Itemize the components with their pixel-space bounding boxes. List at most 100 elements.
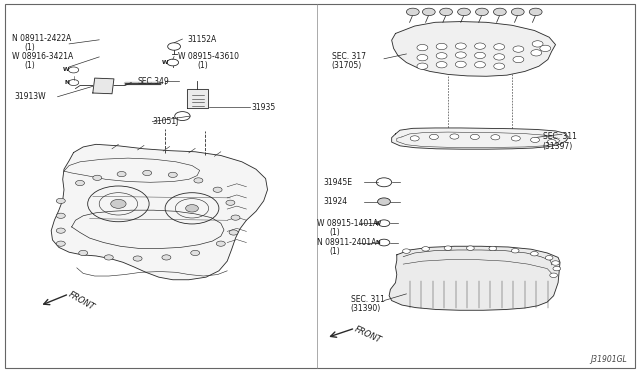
Circle shape [168,172,177,177]
Text: N 08911-2422A: N 08911-2422A [12,34,71,43]
Polygon shape [187,89,208,108]
Circle shape [104,255,113,260]
Circle shape [470,134,479,140]
Circle shape [540,45,550,52]
Text: 31913W: 31913W [14,92,45,101]
Circle shape [545,256,553,260]
Text: 31924: 31924 [323,197,348,206]
Circle shape [455,61,466,68]
Text: (31390): (31390) [351,304,381,313]
Circle shape [378,198,390,205]
Circle shape [455,43,466,49]
Circle shape [511,8,524,16]
Circle shape [493,8,506,16]
Text: 31152A: 31152A [188,35,217,44]
Text: (31705): (31705) [332,61,362,70]
Circle shape [531,137,540,142]
Circle shape [56,198,65,203]
Text: W: W [374,221,381,226]
Text: SEC. 311: SEC. 311 [543,132,577,141]
Text: N 08911-2401A: N 08911-2401A [317,238,376,247]
Circle shape [476,8,488,16]
Text: SEC.349: SEC.349 [138,77,170,86]
Circle shape [489,246,497,251]
Circle shape [133,256,142,261]
Text: 31051J: 31051J [152,117,179,126]
Text: FRONT: FRONT [67,289,97,312]
Circle shape [422,247,429,251]
Text: SEC. 311: SEC. 311 [351,295,385,304]
Polygon shape [392,128,568,149]
Circle shape [417,63,428,69]
Circle shape [231,215,240,220]
Text: (1): (1) [24,61,35,70]
Circle shape [162,255,171,260]
Circle shape [226,200,235,205]
Circle shape [56,213,65,218]
Text: 31935: 31935 [252,103,276,112]
Text: SEC. 317: SEC. 317 [332,52,365,61]
Circle shape [436,44,447,50]
Circle shape [491,135,500,140]
Circle shape [191,250,200,256]
Text: FRONT: FRONT [353,325,383,345]
Text: N: N [64,80,69,85]
Text: N: N [375,240,380,245]
Circle shape [216,241,225,246]
Circle shape [143,170,152,176]
Circle shape [417,55,428,61]
Circle shape [467,246,474,250]
Circle shape [229,230,238,235]
Circle shape [513,57,524,62]
Circle shape [450,134,459,139]
Circle shape [455,52,466,58]
Text: (31397): (31397) [543,142,573,151]
Circle shape [56,241,65,246]
Text: (1): (1) [330,228,340,237]
Circle shape [475,52,486,58]
Circle shape [93,175,102,180]
Circle shape [406,8,419,16]
Circle shape [494,44,505,50]
Circle shape [529,8,542,16]
Text: W 08915-1401A: W 08915-1401A [317,219,378,228]
Circle shape [213,187,222,192]
Circle shape [511,248,519,253]
Circle shape [422,8,435,16]
Text: 31945E: 31945E [323,178,352,187]
Circle shape [552,261,559,265]
Circle shape [458,8,470,16]
Circle shape [547,140,556,145]
Circle shape [553,266,561,271]
Circle shape [513,46,524,52]
Text: (1): (1) [330,247,340,256]
Circle shape [117,171,126,177]
Circle shape [494,54,505,60]
Circle shape [494,63,505,69]
Circle shape [76,180,84,186]
Circle shape [410,136,419,141]
Text: J31901GL: J31901GL [591,355,627,364]
Circle shape [436,53,447,59]
Circle shape [111,199,126,208]
Circle shape [186,205,198,212]
Polygon shape [392,22,556,76]
Polygon shape [93,78,114,94]
Circle shape [194,178,203,183]
Circle shape [56,228,65,233]
Circle shape [475,43,486,49]
Circle shape [403,249,410,253]
Polygon shape [51,144,268,280]
Text: W: W [63,67,70,73]
Circle shape [79,250,88,256]
Text: W 08915-43610: W 08915-43610 [178,52,239,61]
Circle shape [429,134,438,140]
Circle shape [511,136,520,141]
Polygon shape [389,246,560,310]
Circle shape [531,251,538,256]
Circle shape [531,50,541,56]
Circle shape [436,62,447,68]
Circle shape [475,62,486,68]
Text: W: W [162,60,168,65]
Circle shape [444,246,452,250]
